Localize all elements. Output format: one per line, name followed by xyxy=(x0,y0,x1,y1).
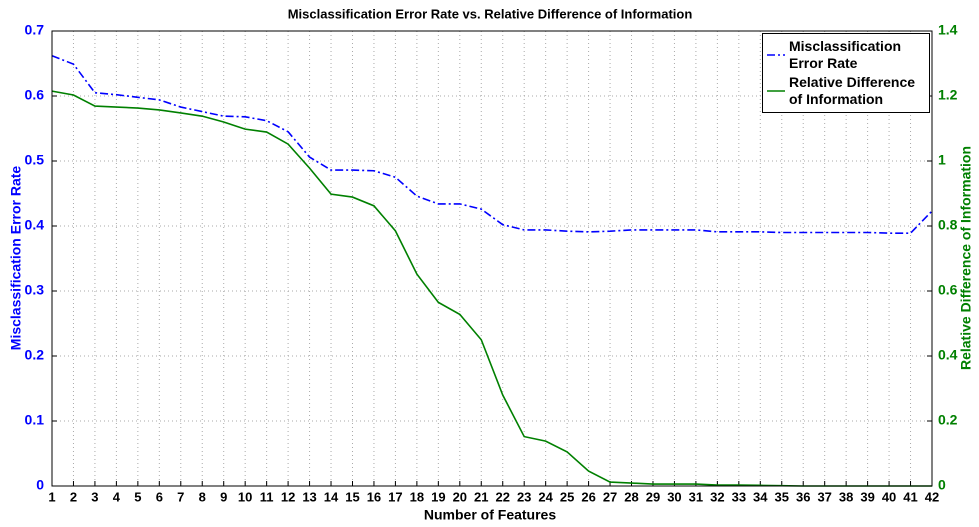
x-tick-label: 38 xyxy=(839,489,853,504)
x-tick-label: 10 xyxy=(238,489,252,504)
y2-tick-label: 0.8 xyxy=(938,217,958,233)
y-tick-label: 0.1 xyxy=(25,412,45,428)
y-tick-label: 0 xyxy=(36,477,44,493)
y-tick-label: 0.6 xyxy=(25,87,45,103)
x-tick-label: 19 xyxy=(431,489,445,504)
x-tick-label: 14 xyxy=(324,489,339,504)
x-tick-label: 11 xyxy=(260,489,274,504)
y-axis-label: Misclassification Error Rate xyxy=(8,166,24,351)
x-tick-label: 18 xyxy=(410,489,424,504)
y2-tick-label: 0.6 xyxy=(938,282,958,298)
x-tick-label: 33 xyxy=(732,489,746,504)
x-tick-label: 32 xyxy=(710,489,724,504)
x-tick-label: 30 xyxy=(667,489,681,504)
x-tick-label: 26 xyxy=(581,489,595,504)
x-tick-label: 31 xyxy=(689,489,703,504)
chart-title: Misclassification Error Rate vs. Relativ… xyxy=(288,6,693,21)
x-tick-label: 20 xyxy=(453,489,467,504)
series-line xyxy=(51,54,933,234)
x-tick-label: 6 xyxy=(156,489,163,504)
x-tick-label: 4 xyxy=(113,489,121,504)
x-tick-label: 17 xyxy=(388,489,402,504)
y2-tick-label: 1.2 xyxy=(938,87,958,103)
x-tick-label: 12 xyxy=(281,489,295,504)
y-tick-label: 0.7 xyxy=(25,22,45,38)
x-axis-label: Number of Features xyxy=(424,507,556,523)
legend: Misclassification Error Rate Relative Dif… xyxy=(762,33,930,113)
x-tick-label: 24 xyxy=(538,489,553,504)
x-tick-label: 9 xyxy=(220,489,227,504)
x-tick-label: 29 xyxy=(646,489,660,504)
x-tick-label: 21 xyxy=(474,489,488,504)
x-tick-label: 41 xyxy=(903,489,917,504)
x-tick-label: 42 xyxy=(925,489,939,504)
legend-swatch xyxy=(767,54,785,56)
y2-axis-label: Relative Difference of Information xyxy=(958,146,974,370)
x-tick-label: 13 xyxy=(302,489,316,504)
x-tick-label: 16 xyxy=(367,489,381,504)
x-tick-label: 39 xyxy=(860,489,874,504)
y2-tick-label: 1 xyxy=(938,152,946,168)
x-tick-label: 35 xyxy=(775,489,789,504)
legend-item: Misclassification Error Rate xyxy=(763,37,929,73)
legend-label: Misclassification Error Rate xyxy=(789,38,902,71)
x-tick-label: 27 xyxy=(603,489,617,504)
x-tick-label: 40 xyxy=(882,489,896,504)
x-tick-label: 25 xyxy=(560,489,574,504)
x-tick-label: 15 xyxy=(345,489,359,504)
x-tick-label: 1 xyxy=(48,489,55,504)
x-tick-label: 2 xyxy=(70,489,77,504)
y2-tick-label: 1.4 xyxy=(938,22,958,38)
x-tick-label: 34 xyxy=(753,489,768,504)
y-tick-label: 0.4 xyxy=(25,217,45,233)
legend-label: Relative Difference of Information xyxy=(789,74,916,107)
x-tick-label: 7 xyxy=(177,489,184,504)
y2-tick-label: 0.2 xyxy=(938,412,958,428)
y-tick-label: 0.5 xyxy=(25,152,45,168)
x-tick-label: 37 xyxy=(817,489,831,504)
x-tick-label: 36 xyxy=(796,489,810,504)
y2-tick-label: 0.4 xyxy=(938,347,958,363)
x-tick-label: 28 xyxy=(624,489,638,504)
y-tick-label: 0.2 xyxy=(25,347,45,363)
x-tick-label: 8 xyxy=(199,489,206,504)
x-tick-label: 23 xyxy=(517,489,531,504)
plot-border xyxy=(51,30,933,487)
y-tick-label: 0.3 xyxy=(25,282,45,298)
legend-item: Relative Difference of Information xyxy=(763,73,929,109)
y2-tick-label: 0 xyxy=(938,477,946,493)
x-tick-label: 3 xyxy=(91,489,98,504)
x-tick-label: 5 xyxy=(134,489,141,504)
x-tick-label: 22 xyxy=(495,489,509,504)
legend-swatch xyxy=(767,90,785,92)
